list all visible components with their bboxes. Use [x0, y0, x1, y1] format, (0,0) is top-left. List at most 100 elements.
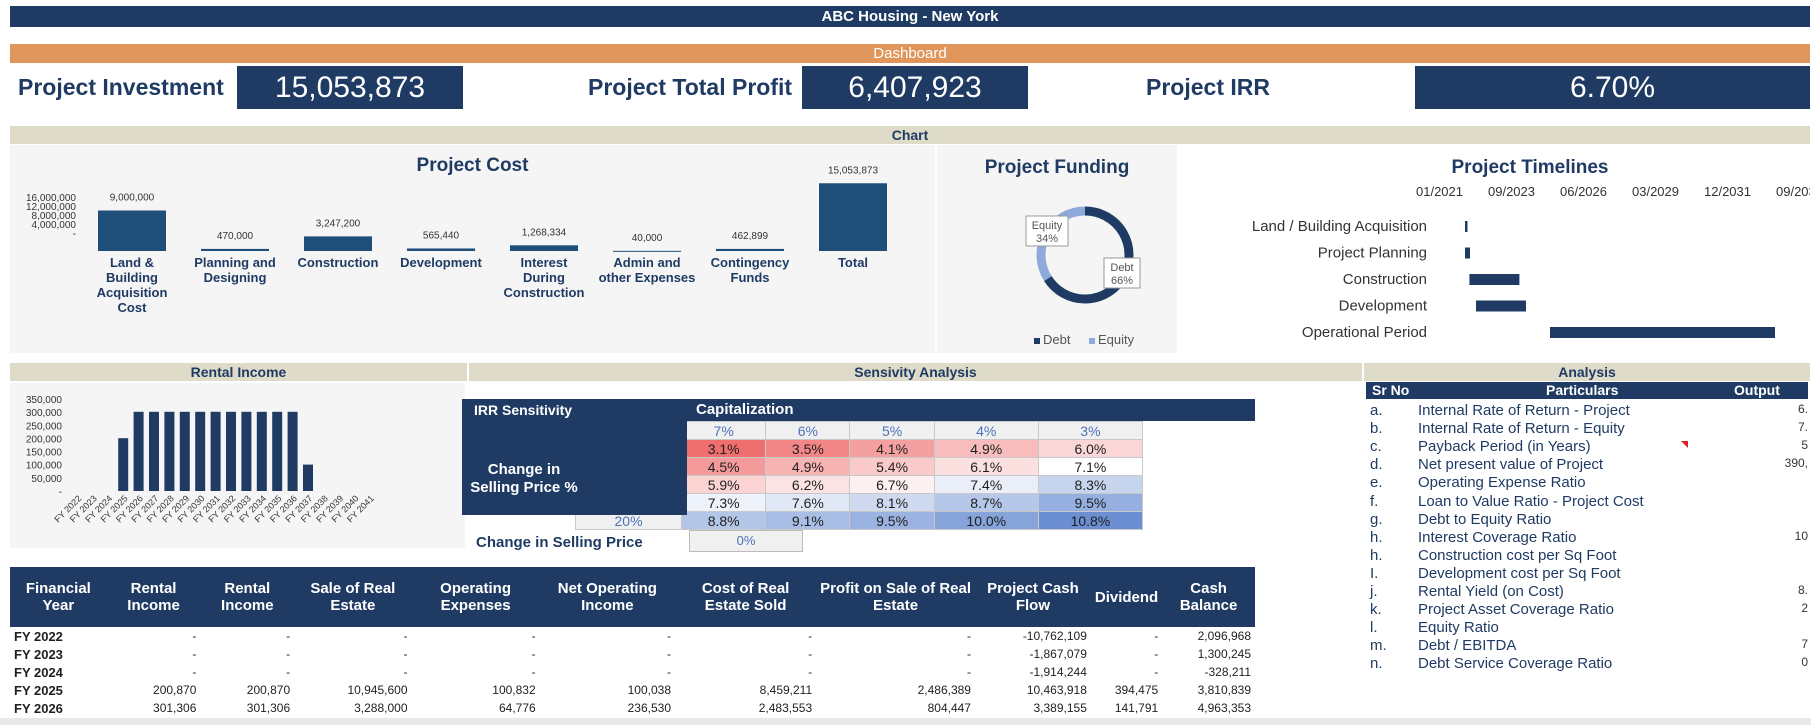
dashboard-subtitle: Dashboard: [10, 44, 1810, 63]
fin-cell: -: [192, 629, 197, 643]
change-in-selling-price-input[interactable]: 0%: [689, 530, 803, 552]
analysis-particular: Net present value of Project: [1418, 456, 1604, 474]
rental-bar: [210, 411, 221, 491]
cost-ytick: 12,000,000: [26, 202, 76, 213]
cost-ytick: 16,000,000: [26, 193, 76, 204]
sensitivity-cell: 9.5%: [1037, 493, 1144, 512]
fin-cell: -10,762,109: [1022, 629, 1087, 643]
cost-bar: [613, 250, 681, 252]
analysis-srno: c.: [1370, 438, 1382, 456]
analysis-row: h. Construction cost per Sq Foot: [1368, 547, 1808, 565]
analysis-row: a. Internal Rate of Return - Project 6.: [1368, 402, 1808, 420]
cost-bar: [819, 183, 887, 251]
analysis-srno: a.: [1370, 402, 1383, 419]
analysis-header: Sr No Particulars Output: [1366, 382, 1808, 399]
fin-row: FY 2022 - - - - - - - -10,762,109 - 2,096,968: [10, 627, 1255, 645]
legend-debt-swatch: [1034, 338, 1040, 344]
cost-data-label: 1,268,334: [522, 227, 567, 238]
sensitivity-cell: 7.4%: [933, 475, 1039, 494]
analysis-row: c. Payback Period (in Years) 5: [1368, 438, 1808, 456]
analysis-row: n. Debt Service Coverage Ratio 0: [1368, 655, 1808, 673]
analysis-output: 5: [1801, 438, 1808, 453]
rental-ytick: 350,000: [26, 395, 63, 406]
timeline-category-label: Construction: [1343, 271, 1427, 288]
sensitivity-cell: 8.8%: [681, 511, 767, 530]
cost-data-label: 565,440: [423, 230, 460, 241]
rental-bar: [256, 411, 267, 491]
equity-label-pct: 34%: [1036, 233, 1058, 245]
fin-cell: -: [966, 665, 971, 679]
fin-cell: -: [192, 665, 197, 679]
cost-ytick: 4,000,000: [32, 220, 77, 231]
rental-bar: [241, 411, 252, 491]
analysis-row: h. Interest Coverage Ratio 10: [1368, 529, 1808, 547]
timeline-xtick: 03/2029: [1632, 184, 1679, 199]
cost-category-label: Development: [400, 255, 482, 270]
fin-cell: -: [531, 647, 536, 661]
cap-col-header: 7%: [681, 421, 767, 440]
fin-row: FY 2026 301,306 301,306 3,288,000 64,776 236,…: [10, 699, 1255, 717]
analysis-particular: Payback Period (in Years): [1418, 438, 1591, 456]
fin-cell: 200,870: [153, 683, 197, 697]
fin-cell: -: [808, 647, 813, 661]
change-in-selling-price-label: Change in Selling Price: [476, 534, 643, 551]
analysis-row: I. Development cost per Sq Foot: [1368, 565, 1808, 583]
timeline-bar: [1469, 274, 1520, 285]
analysis-output: 10: [1794, 528, 1808, 543]
cost-category-label: Interest: [521, 255, 569, 270]
analysis-particular: Internal Rate of Return - Equity: [1418, 420, 1625, 438]
rental-ytick: 200,000: [26, 434, 63, 445]
analysis-row: m. Debt / EBITDA 7: [1368, 637, 1808, 655]
analysis-row: k. Project Asset Coverage Ratio 2: [1368, 601, 1808, 619]
irr-sensitivity-table: IRR Sensitivity Capitalization Change in…: [462, 399, 1255, 552]
rental-bar: [226, 411, 236, 491]
fin-header: Dividend: [1090, 567, 1163, 627]
debt-label-pct: 66%: [1111, 275, 1133, 287]
cost-category-label: Cost: [118, 300, 148, 315]
fin-year: FY 2024: [14, 664, 63, 680]
fin-cell: 1,300,245: [1197, 647, 1251, 661]
rental-bar: [303, 464, 313, 491]
sheet-tab-strip[interactable]: [0, 718, 1811, 725]
analysis-srno: I.: [1370, 564, 1379, 582]
fin-cell: 8,459,211: [759, 683, 813, 697]
analysis-particular: Loan to Value Ratio - Project Cost: [1418, 492, 1644, 510]
timeline-xtick: 09/2034: [1776, 184, 1810, 199]
analysis-row: g. Debt to Equity Ratio: [1368, 511, 1808, 529]
timeline-bar: [1550, 327, 1775, 338]
comment-indicator-icon: [1681, 441, 1688, 448]
sensitivity-cell: 3.5%: [765, 439, 851, 458]
analysis-srno: h.: [1370, 546, 1383, 564]
analysis-srno: l.: [1370, 619, 1378, 637]
rental-income-band: Rental Income: [10, 363, 467, 381]
fin-year: FY 2023: [14, 646, 63, 662]
sensitivity-cell: 7.1%: [1037, 457, 1144, 476]
fin-cell: -: [286, 629, 291, 643]
fin-cell: 100,038: [627, 683, 672, 697]
fin-cell: -: [403, 665, 408, 679]
sensitivity-cell: 6.0%: [1037, 439, 1144, 458]
fin-row: FY 2023 - - - - - - - -1,867,079 - 1,300,245: [10, 645, 1255, 663]
fin-row: FY 2024 - - - - - - - -1,914,244 - -328,211: [10, 663, 1255, 681]
cost-bar: [98, 210, 166, 251]
analysis-srno: e.: [1370, 474, 1383, 492]
analysis-output: 8.: [1797, 583, 1808, 597]
fin-header: Net Operating Income: [539, 567, 676, 627]
fin-cell: -: [667, 665, 672, 679]
analysis-particular: Interest Coverage Ratio: [1418, 528, 1577, 546]
analysis-row: l. Equity Ratio: [1368, 619, 1808, 637]
fin-cell: -: [192, 647, 197, 661]
sensitivity-cell: 6.1%: [933, 457, 1039, 476]
fin-cell: 394,475: [1114, 683, 1159, 697]
rental-ytick: 50,000: [31, 474, 62, 485]
analysis-particular: Rental Yield (on Cost): [1418, 583, 1564, 600]
cost-category-label: Planning and: [194, 255, 276, 270]
project-timelines-title: Project Timelines: [1451, 157, 1609, 178]
sensitivity-cell: 8.1%: [849, 493, 935, 512]
sensitivity-cell: 7.6%: [765, 493, 851, 512]
analysis-particular: Operating Expense Ratio: [1418, 474, 1586, 492]
cost-category-label: Designing: [204, 270, 267, 285]
rental-income-chart: 350,000 300,000 250,000 200,000 150,000 100,0…: [26, 395, 376, 524]
analysis-band: Analysis: [1364, 363, 1810, 381]
